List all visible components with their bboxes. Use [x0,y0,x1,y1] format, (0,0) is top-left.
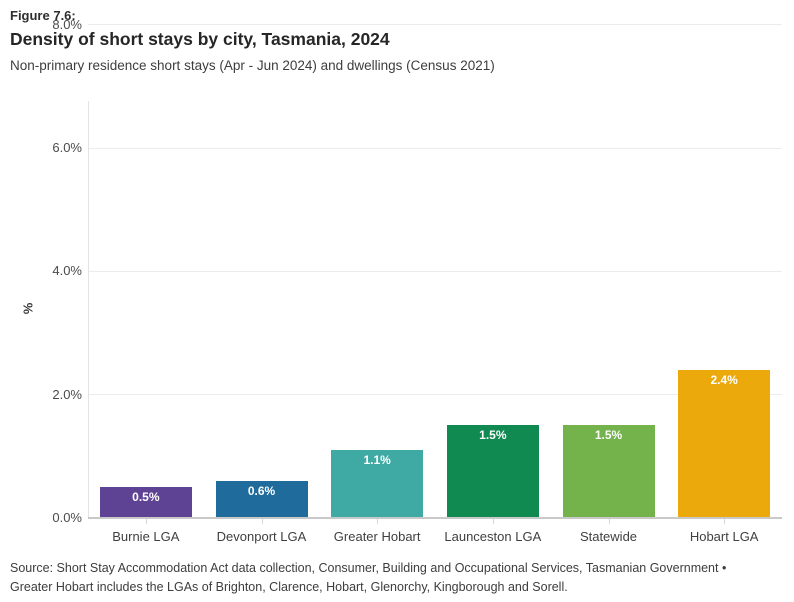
gridline [88,147,782,149]
bar-value-label: 0.5% [132,490,160,504]
bar: 0.6% [215,481,308,518]
bar: 0.5% [99,487,192,518]
x-tick-mark [145,519,147,524]
bar-value-label: 1.1% [363,453,391,467]
x-axis-category-label: Burnie LGA [112,529,180,544]
y-tick-label: 2.0% [52,386,82,402]
x-axis-category-label: Hobart LGA [689,529,759,544]
bar-value-label: 0.6% [247,484,276,498]
source-footer: Source: Short Stay Accommodation Act dat… [10,559,790,597]
bar: 1.5% [446,425,539,518]
x-tick-mark [261,519,263,524]
bar-value-label: 2.4% [710,373,738,387]
figure-label: Figure 7.6: [10,8,76,23]
bar: 1.1% [331,450,424,518]
x-axis-category-label: Statewide [579,529,638,544]
x-tick-mark [608,519,610,524]
gridline [88,24,782,26]
y-tick-label: 4.0% [52,263,82,279]
y-axis-title: % [20,302,36,315]
x-tick-mark [377,519,379,524]
bar: 2.4% [678,370,771,518]
bar-value-label: 1.5% [594,428,623,442]
y-tick-label: 0.0% [52,510,82,525]
y-tick-label: 8.0% [52,16,82,32]
gridline [88,394,782,396]
x-tick-mark [492,519,494,524]
x-axis-category-label: Devonport LGA [216,529,307,544]
gridline [88,270,782,272]
x-axis-line [88,517,782,519]
bar: 1.5% [562,425,655,518]
y-axis-line [88,101,89,518]
source-line: Greater Hobart includes the LGAs of Brig… [10,580,568,594]
y-tick-label: 6.0% [52,140,82,155]
x-axis-category-label: Launceston LGA [444,529,542,544]
x-tick-mark [724,519,726,524]
bar-value-label: 1.5% [479,428,507,442]
x-axis-category-label: Greater Hobart [333,529,421,544]
chart-title: Density of short stays by city, Tasmania… [10,29,390,49]
chart-header: Figure 7.6: Density of short stays by ci… [10,8,780,73]
source-line: Source: Short Stay Accommodation Act dat… [10,561,727,575]
chart-subtitle: Non-primary residence short stays (Apr -… [10,58,495,73]
